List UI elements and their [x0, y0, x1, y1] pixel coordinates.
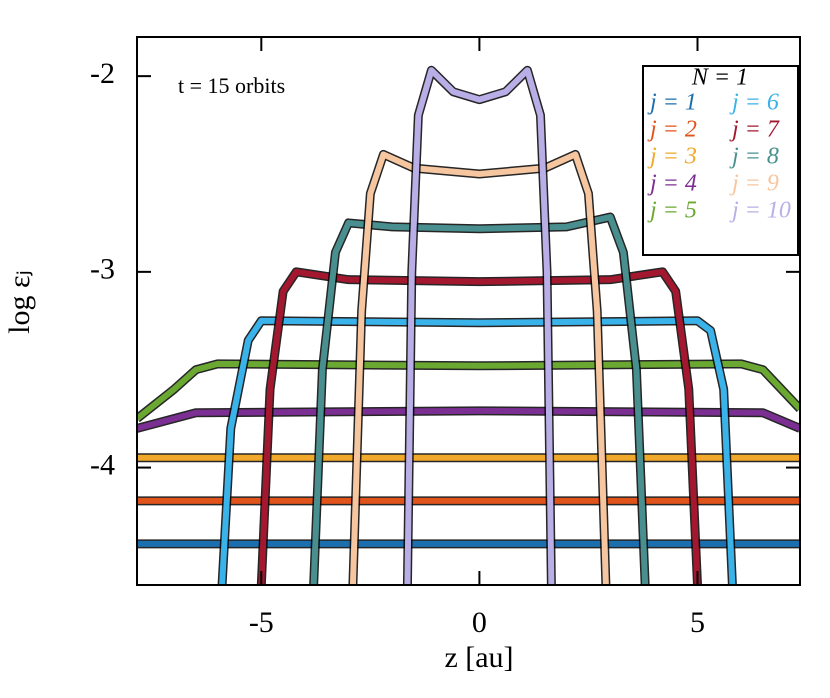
- legend-entry: j = 6: [729, 90, 779, 116]
- legend-title: N = 1: [691, 65, 748, 91]
- y-tick-label: -2: [90, 57, 115, 90]
- series-line: [404, 67, 555, 585]
- series-line: [219, 317, 736, 585]
- series-line: [137, 360, 800, 421]
- annotation: t = 15 orbits: [178, 73, 285, 98]
- legend-entry: j = 8: [729, 144, 779, 170]
- legend-entry: j = 9: [729, 171, 779, 197]
- legend-entry: j = 7: [729, 117, 780, 143]
- y-tick-label: -4: [90, 448, 115, 481]
- legend-entry: j = 10: [729, 198, 791, 224]
- plot-area: [137, 65, 800, 585]
- x-tick-label: -5: [249, 606, 274, 639]
- series-line: [402, 65, 556, 585]
- series-line: [310, 214, 649, 585]
- plot-frame: [136, 36, 801, 586]
- x-axis-label: z [au]: [444, 641, 513, 674]
- series-line: [137, 407, 800, 432]
- x-tick-label: 0: [472, 606, 487, 639]
- y-tick-label: -3: [90, 253, 115, 286]
- legend-entry: j = 2: [647, 117, 697, 143]
- legend-box: [642, 65, 799, 256]
- series-line: [258, 268, 701, 585]
- x-tick-label: 5: [690, 606, 705, 639]
- legend-entry: j = 1: [647, 90, 697, 116]
- legend-entry: j = 3: [647, 144, 697, 170]
- series-line: [349, 151, 609, 585]
- legend-entry: j = 4: [647, 171, 697, 197]
- y-axis-label: log εⱼ: [3, 270, 36, 334]
- legend-entry: j = 5: [647, 198, 697, 224]
